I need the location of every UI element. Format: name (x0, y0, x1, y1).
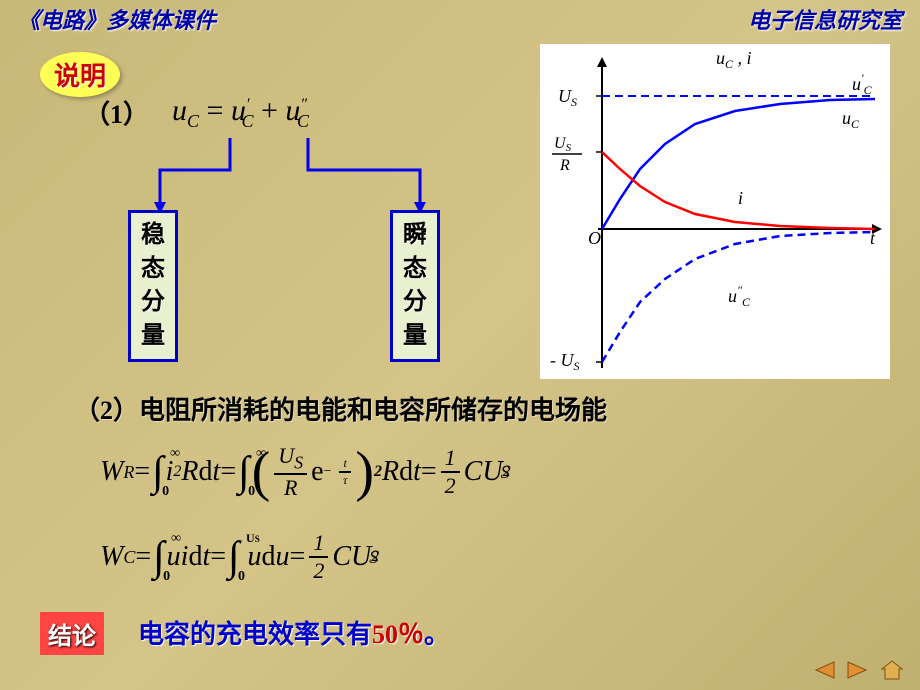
wr-eq2: = (220, 456, 236, 488)
wr-subR: R (123, 462, 134, 483)
box1-c2: 分 (141, 286, 165, 320)
wr-C: C (464, 456, 483, 488)
svg-text:R: R (559, 157, 570, 174)
wc-int2: ∫0US (228, 533, 240, 581)
home-icon (880, 659, 904, 681)
conclusion-suffix: 。 (424, 620, 450, 649)
wr-t2: t (413, 456, 421, 488)
wr-int1: ∫0∞ (152, 448, 164, 496)
eq-u: u (172, 94, 187, 127)
svg-text:uC , i: uC , i (716, 48, 752, 71)
nav-prev-button[interactable] (810, 658, 838, 682)
nav-home-button[interactable] (878, 658, 906, 682)
wc-half: 12 (309, 530, 328, 584)
wr-W: W (100, 456, 123, 488)
svg-text:uC: uC (842, 108, 860, 131)
wr-d1: d (199, 456, 213, 488)
equation-wr: WR = ∫0∞ i2 Rdt = ∫0∞ ( US R e− tτ )2 Rd… (100, 440, 510, 504)
svg-text:O: O (588, 228, 601, 248)
wr-t1: t (213, 456, 221, 488)
wr-sq: 2 (374, 463, 382, 481)
eq-equals-1: = (207, 94, 231, 127)
wc-t: t (202, 541, 210, 573)
box2-c0: 瞬 (403, 219, 427, 253)
wc-int1: ∫0∞ (153, 533, 165, 581)
box1-c3: 量 (141, 320, 165, 354)
wc-eq3: = (290, 541, 306, 573)
wc-W: W (100, 541, 123, 573)
box-transient-state: 瞬 态 分 量 (390, 210, 440, 362)
eq-sub-c-2: C (241, 111, 253, 131)
triangle-left-icon (812, 660, 836, 680)
badge-shuoming: 说明 (40, 52, 120, 97)
wr-uS: S (501, 462, 510, 483)
wc-d2: d (262, 541, 276, 573)
header-bar: 《电路》多媒体课件 电子信息研究室 (0, 0, 920, 38)
box2-c1: 态 (403, 253, 427, 287)
wc-u3: u (276, 541, 290, 573)
header-left-title: 《电路》多媒体课件 (18, 3, 216, 35)
nav-next-button[interactable] (844, 658, 872, 682)
box2-c2: 分 (403, 286, 427, 320)
response-graph: uC , itOUSUSR- USu′CuCiu″C (540, 44, 890, 379)
wr-eq3: = (421, 456, 437, 488)
box1-c1: 态 (141, 253, 165, 287)
eq-sub-c-1: C (187, 111, 199, 131)
wr-e: e (311, 456, 323, 488)
eq-plus: + (261, 94, 285, 127)
svg-text:US: US (554, 135, 572, 154)
wc-d1: d (188, 541, 202, 573)
wr-R: R (181, 456, 198, 488)
svg-text:u′C: u′C (852, 71, 873, 97)
nav-buttons (810, 658, 906, 682)
wr-d2: d (399, 456, 413, 488)
triangle-right-icon (846, 660, 870, 680)
svg-text:u″C: u″C (728, 283, 751, 309)
box-steady-state: 稳 态 分 量 (128, 210, 178, 362)
wc-U: U (351, 541, 371, 573)
wc-subC: C (123, 547, 135, 568)
header-right-title: 电子信息研究室 (748, 3, 902, 35)
eq-sub-c-3: C (297, 111, 309, 131)
wr-int2: ∫0∞ (238, 448, 250, 496)
wr-usr-frac: US R (274, 443, 307, 501)
item-2-label: （2）电阻所消耗的电能和电容所储存的电场能 (74, 390, 607, 427)
branch-arrows (140, 130, 460, 220)
wc-eq2: = (210, 541, 226, 573)
wc-eq1: = (135, 541, 151, 573)
conclusion-prefix: 电容的充电效率只有 (138, 620, 372, 649)
conclusion-text: 电容的充电效率只有50％。 (138, 614, 450, 651)
wr-half: 12 (441, 445, 460, 499)
wc-C: C (332, 541, 351, 573)
item-1-label: （1） (84, 94, 149, 131)
box2-c3: 量 (403, 320, 427, 354)
wr-R2: R (382, 456, 399, 488)
svg-text:i: i (738, 188, 743, 208)
wc-i: i (181, 541, 189, 573)
svg-text:US: US (558, 86, 577, 109)
wc-uS: S (369, 547, 378, 568)
equation-wc: WC = ∫0∞ uidt = ∫0US udu = 12 CU2S (100, 530, 378, 584)
badge-jielun: 结论 (40, 612, 104, 655)
wr-rparen: ) (355, 440, 374, 504)
conclusion-value: 50％ (372, 620, 424, 649)
box1-c0: 稳 (141, 219, 165, 253)
svg-text:- US: - US (550, 350, 580, 373)
equation-uc-decomposition: uC = u′C + u″C (172, 94, 309, 132)
wr-U: U (482, 456, 502, 488)
wr-eq1: = (134, 456, 150, 488)
wr-exp: − tτ (324, 456, 356, 488)
